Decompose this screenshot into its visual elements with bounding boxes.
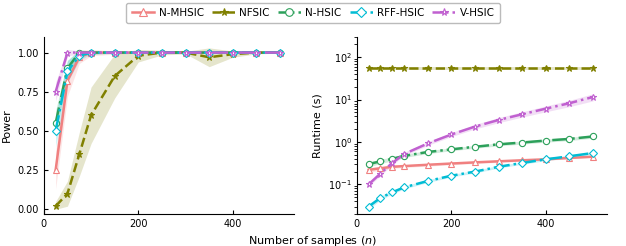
Y-axis label: Runtime (s): Runtime (s) [312,93,322,158]
Legend: N-MHSIC, NFSIC, N-HSIC, RFF-HSIC, V-HSIC: N-MHSIC, NFSIC, N-HSIC, RFF-HSIC, V-HSIC [126,3,500,23]
Y-axis label: Power: Power [2,108,12,142]
Text: Number of samples $(n)$: Number of samples $(n)$ [249,233,377,246]
